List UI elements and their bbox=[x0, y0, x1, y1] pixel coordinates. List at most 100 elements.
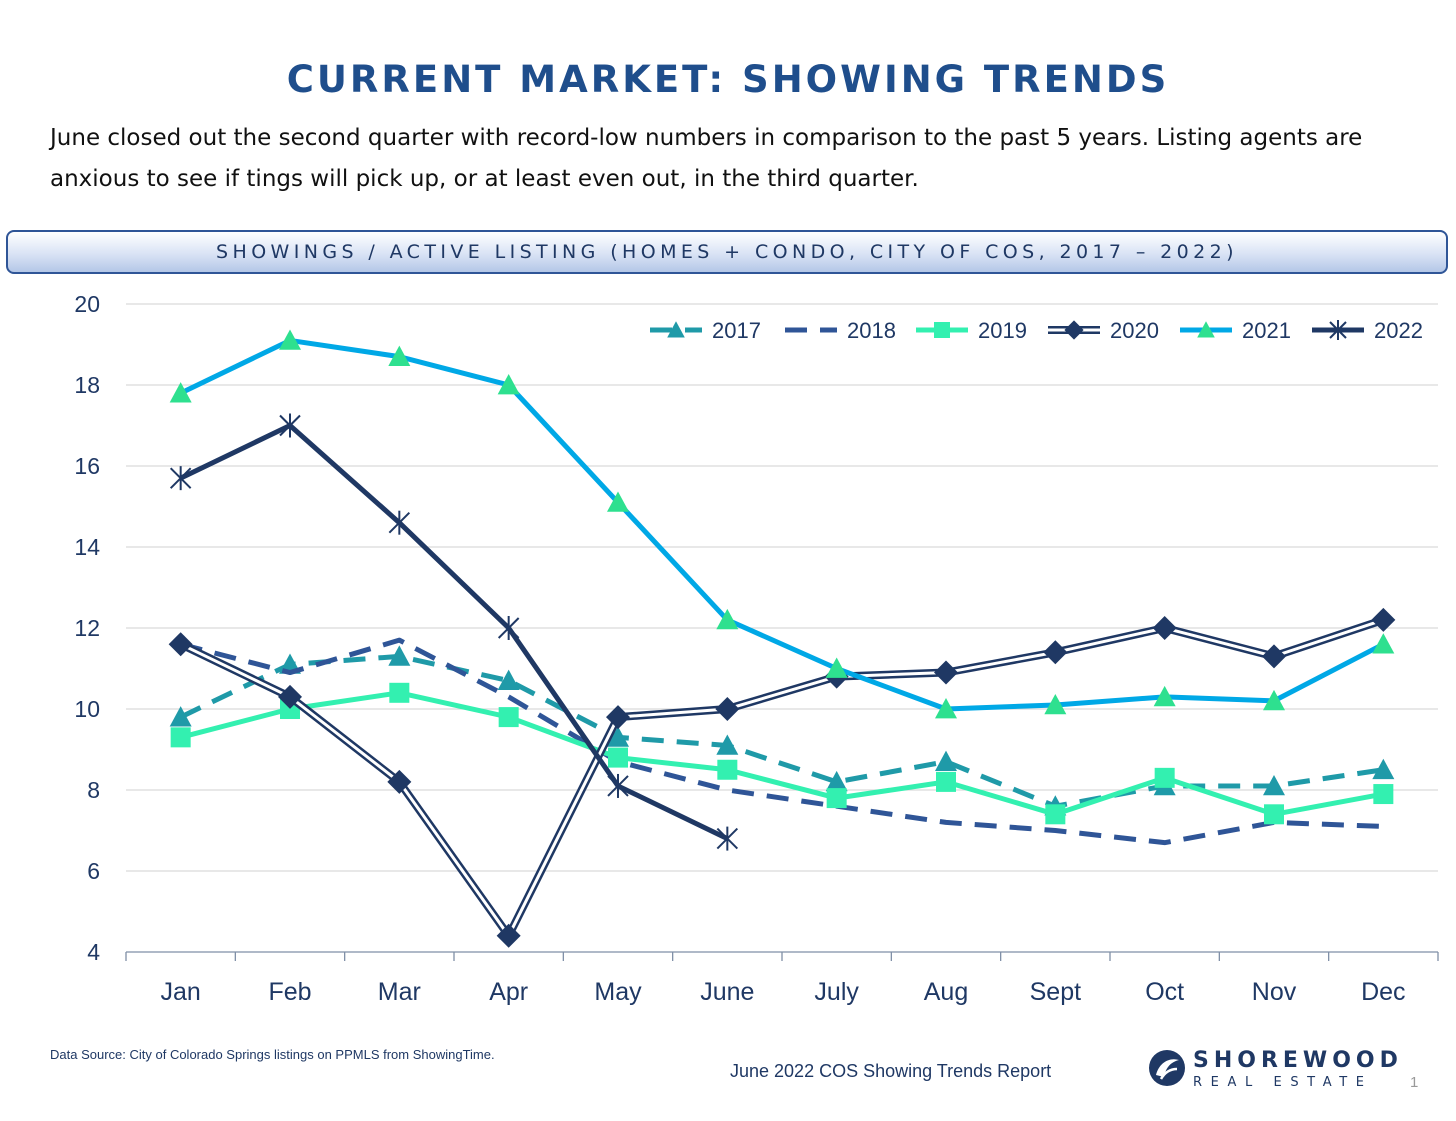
legend-item-2022: 2022 bbox=[1312, 318, 1423, 343]
data-point-triangle bbox=[388, 645, 411, 666]
y-tick-label: 8 bbox=[87, 777, 100, 803]
y-tick-label: 10 bbox=[74, 696, 100, 722]
data-point-diamond bbox=[1064, 320, 1084, 340]
legend-label: 2022 bbox=[1374, 318, 1423, 343]
data-point-diamond bbox=[606, 705, 630, 730]
data-point-triangle bbox=[607, 726, 629, 747]
data-point-diamond bbox=[278, 684, 302, 709]
data-point-triangle bbox=[716, 608, 739, 630]
logo-name: SHOREWOOD bbox=[1193, 1048, 1403, 1073]
data-point-square bbox=[934, 322, 950, 338]
showing-trends-chart: 4 6 8 10 12 14 16 18 20 Jan Feb Mar Apr May June July Au… bbox=[74, 291, 1439, 1006]
chart-title: SHOWINGS / ACTIVE LISTING (HOMES + CONDO… bbox=[216, 241, 1238, 263]
logo-subtitle: REAL ESTATE bbox=[1193, 1075, 1373, 1090]
series-2018 bbox=[180, 637, 1384, 846]
data-point-diamond bbox=[1371, 607, 1396, 632]
legend: 2017 2018 2019 2020 2021 2022 bbox=[650, 318, 1423, 343]
y-tick-label: 16 bbox=[74, 453, 100, 479]
data-point-star bbox=[607, 773, 629, 798]
data-point-square bbox=[717, 759, 738, 780]
x-tick-label: Aug bbox=[924, 978, 968, 1006]
x-tick-label: Mar bbox=[378, 978, 421, 1006]
x-tick-label: Dec bbox=[1361, 978, 1405, 1006]
chart-title-banner: SHOWINGS / ACTIVE LISTING (HOMES + CONDO… bbox=[6, 230, 1448, 274]
legend-label: 2019 bbox=[978, 318, 1027, 343]
data-point-triangle bbox=[1197, 321, 1215, 338]
data-point-triangle bbox=[1263, 774, 1285, 796]
data-source-note: Data Source: City of Colorado Springs li… bbox=[50, 1047, 495, 1062]
y-tick-label: 14 bbox=[74, 534, 100, 560]
data-point-triangle bbox=[1372, 633, 1395, 654]
data-point-diamond bbox=[496, 923, 521, 948]
data-point-square bbox=[1045, 804, 1066, 825]
data-point-triangle bbox=[1372, 758, 1395, 780]
report-name: June 2022 COS Showing Trends Report bbox=[730, 1061, 1052, 1081]
data-point-diamond bbox=[1152, 616, 1177, 640]
x-tick-label: Jan bbox=[161, 978, 201, 1006]
data-point-triangle bbox=[935, 750, 957, 771]
data-point-square bbox=[1373, 784, 1394, 805]
data-point-triangle bbox=[169, 706, 192, 727]
x-tick-label: May bbox=[594, 978, 642, 1006]
data-point-star bbox=[388, 510, 411, 535]
data-point-triangle bbox=[716, 734, 739, 755]
x-tick-label: Feb bbox=[268, 978, 311, 1006]
data-point-square bbox=[936, 771, 956, 792]
y-tick-label: 4 bbox=[87, 939, 100, 965]
series-line bbox=[179, 423, 729, 841]
series-line bbox=[180, 637, 1384, 846]
series-2021 bbox=[169, 329, 1395, 719]
data-point-triangle bbox=[667, 321, 685, 338]
series-2020 bbox=[168, 607, 1396, 948]
data-point-square bbox=[170, 727, 191, 748]
grid-lines bbox=[126, 303, 1438, 953]
axes: 4 6 8 10 12 14 16 18 20 Jan Feb Mar Apr May June July Au… bbox=[74, 291, 1439, 1006]
y-tick-label: 18 bbox=[74, 372, 100, 398]
x-tick-label: Apr bbox=[489, 978, 528, 1006]
data-point-triangle bbox=[825, 770, 848, 792]
page-number: 1 bbox=[1410, 1074, 1419, 1091]
legend-item-2019: 2019 bbox=[916, 318, 1027, 343]
data-point-triangle bbox=[1153, 685, 1176, 707]
series-line-inner bbox=[180, 618, 1384, 939]
y-tick-label: 12 bbox=[74, 615, 100, 641]
x-tick-label: Oct bbox=[1145, 978, 1184, 1006]
data-point-star bbox=[1329, 320, 1347, 340]
data-point-star bbox=[169, 466, 192, 491]
x-tick-label: July bbox=[814, 978, 859, 1006]
x-tick-label: Sept bbox=[1030, 978, 1081, 1006]
x-tick-label: June bbox=[700, 978, 754, 1006]
data-point-triangle bbox=[607, 491, 629, 512]
data-point-square bbox=[1154, 767, 1175, 788]
legend-label: 2018 bbox=[847, 318, 896, 343]
series-lines bbox=[168, 329, 1396, 948]
data-point-diamond bbox=[715, 697, 740, 721]
data-point-star bbox=[716, 826, 739, 851]
legend-label: 2017 bbox=[712, 318, 761, 343]
data-point-triangle bbox=[388, 345, 411, 366]
data-point-triangle bbox=[169, 382, 192, 403]
intro-text: June closed out the second quarter with … bbox=[50, 118, 1410, 200]
series-line bbox=[178, 616, 1385, 944]
data-point-star bbox=[279, 413, 301, 438]
shell-logo-icon bbox=[1149, 1050, 1185, 1086]
series-line bbox=[179, 653, 1384, 809]
data-point-triangle bbox=[497, 669, 520, 690]
page-title: CURRENT MARKET: SHOWING TRENDS bbox=[286, 58, 1170, 101]
data-point-diamond bbox=[934, 660, 958, 685]
series-line bbox=[180, 690, 1384, 817]
legend-item-2018: 2018 bbox=[785, 318, 896, 343]
data-point-diamond bbox=[387, 769, 412, 794]
legend-label: 2020 bbox=[1110, 318, 1159, 343]
data-point-triangle bbox=[497, 374, 520, 395]
data-point-square bbox=[498, 707, 519, 728]
data-point-star bbox=[497, 616, 520, 640]
data-point-triangle bbox=[1044, 693, 1067, 715]
data-point-triangle bbox=[279, 329, 301, 350]
data-point-triangle bbox=[1263, 689, 1285, 711]
data-point-diamond bbox=[1262, 644, 1286, 669]
data-point-square bbox=[1264, 804, 1284, 825]
shorewood-logo: SHOREWOOD REAL ESTATE bbox=[1147, 1048, 1398, 1096]
legend-item-2020: 2020 bbox=[1048, 318, 1159, 343]
series-line bbox=[179, 337, 1385, 712]
